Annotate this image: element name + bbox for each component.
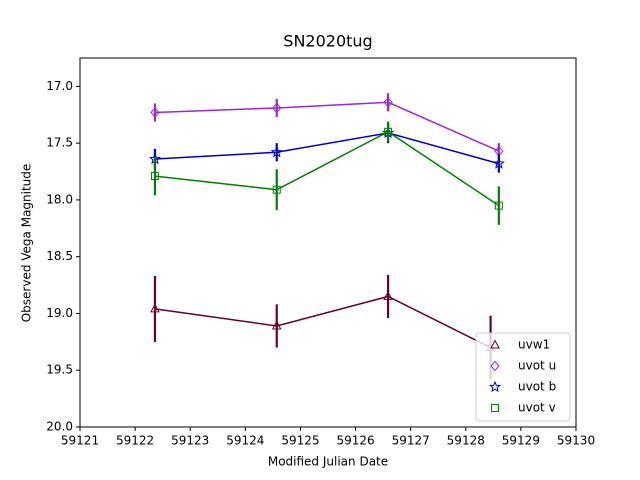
series-line xyxy=(154,132,500,165)
x-tick-label: 59130 xyxy=(557,434,595,448)
x-tick-label: 59129 xyxy=(502,434,540,448)
legend-label: uvot b xyxy=(518,380,556,394)
y-tick-label: 19.5 xyxy=(46,363,73,377)
y-tick-label: 17.5 xyxy=(46,136,73,150)
x-axis-label: Modified Julian Date xyxy=(268,455,388,469)
marker xyxy=(150,107,160,118)
marker xyxy=(494,201,503,210)
marker xyxy=(270,145,283,158)
plot-frame xyxy=(79,57,577,428)
legend-marker xyxy=(491,404,499,412)
y-tick-label: 20.0 xyxy=(46,420,73,434)
marker xyxy=(272,102,282,114)
x-tick-label: 59127 xyxy=(392,434,430,448)
x-tick-label: 59125 xyxy=(281,434,319,448)
x-tick-label: 59126 xyxy=(336,434,374,448)
legend-box xyxy=(475,332,571,422)
x-tick-label: 59128 xyxy=(447,434,485,448)
legend-marker xyxy=(490,360,500,372)
marker xyxy=(384,127,393,136)
marker xyxy=(150,303,160,313)
y-tick-label: 18.5 xyxy=(46,249,73,263)
y-axis-label: Observed Vega Magnitude xyxy=(20,164,34,323)
marker xyxy=(150,172,159,181)
x-tick-label: 59122 xyxy=(116,434,154,448)
series-line xyxy=(154,130,500,207)
legend-label: uvot v xyxy=(518,401,556,415)
marker xyxy=(272,185,281,194)
chart-title: SN2020tug xyxy=(283,32,372,51)
marker xyxy=(383,97,393,108)
marker xyxy=(383,290,393,300)
series-line xyxy=(154,295,491,349)
x-tick-label: 59121 xyxy=(61,434,99,448)
legend-label: uvot u xyxy=(518,359,556,373)
legend-marker xyxy=(490,339,500,349)
legend-label: uvw1 xyxy=(518,338,550,352)
marker xyxy=(271,320,282,330)
y-tick-label: 19.0 xyxy=(46,306,73,320)
series-line xyxy=(154,101,500,152)
y-tick-label: 18.0 xyxy=(46,192,73,206)
marker xyxy=(492,157,505,169)
x-tick-label: 59123 xyxy=(171,434,209,448)
x-tick-label: 59124 xyxy=(226,434,264,448)
legend-marker xyxy=(488,380,502,393)
y-tick-label: 17.0 xyxy=(46,79,73,93)
